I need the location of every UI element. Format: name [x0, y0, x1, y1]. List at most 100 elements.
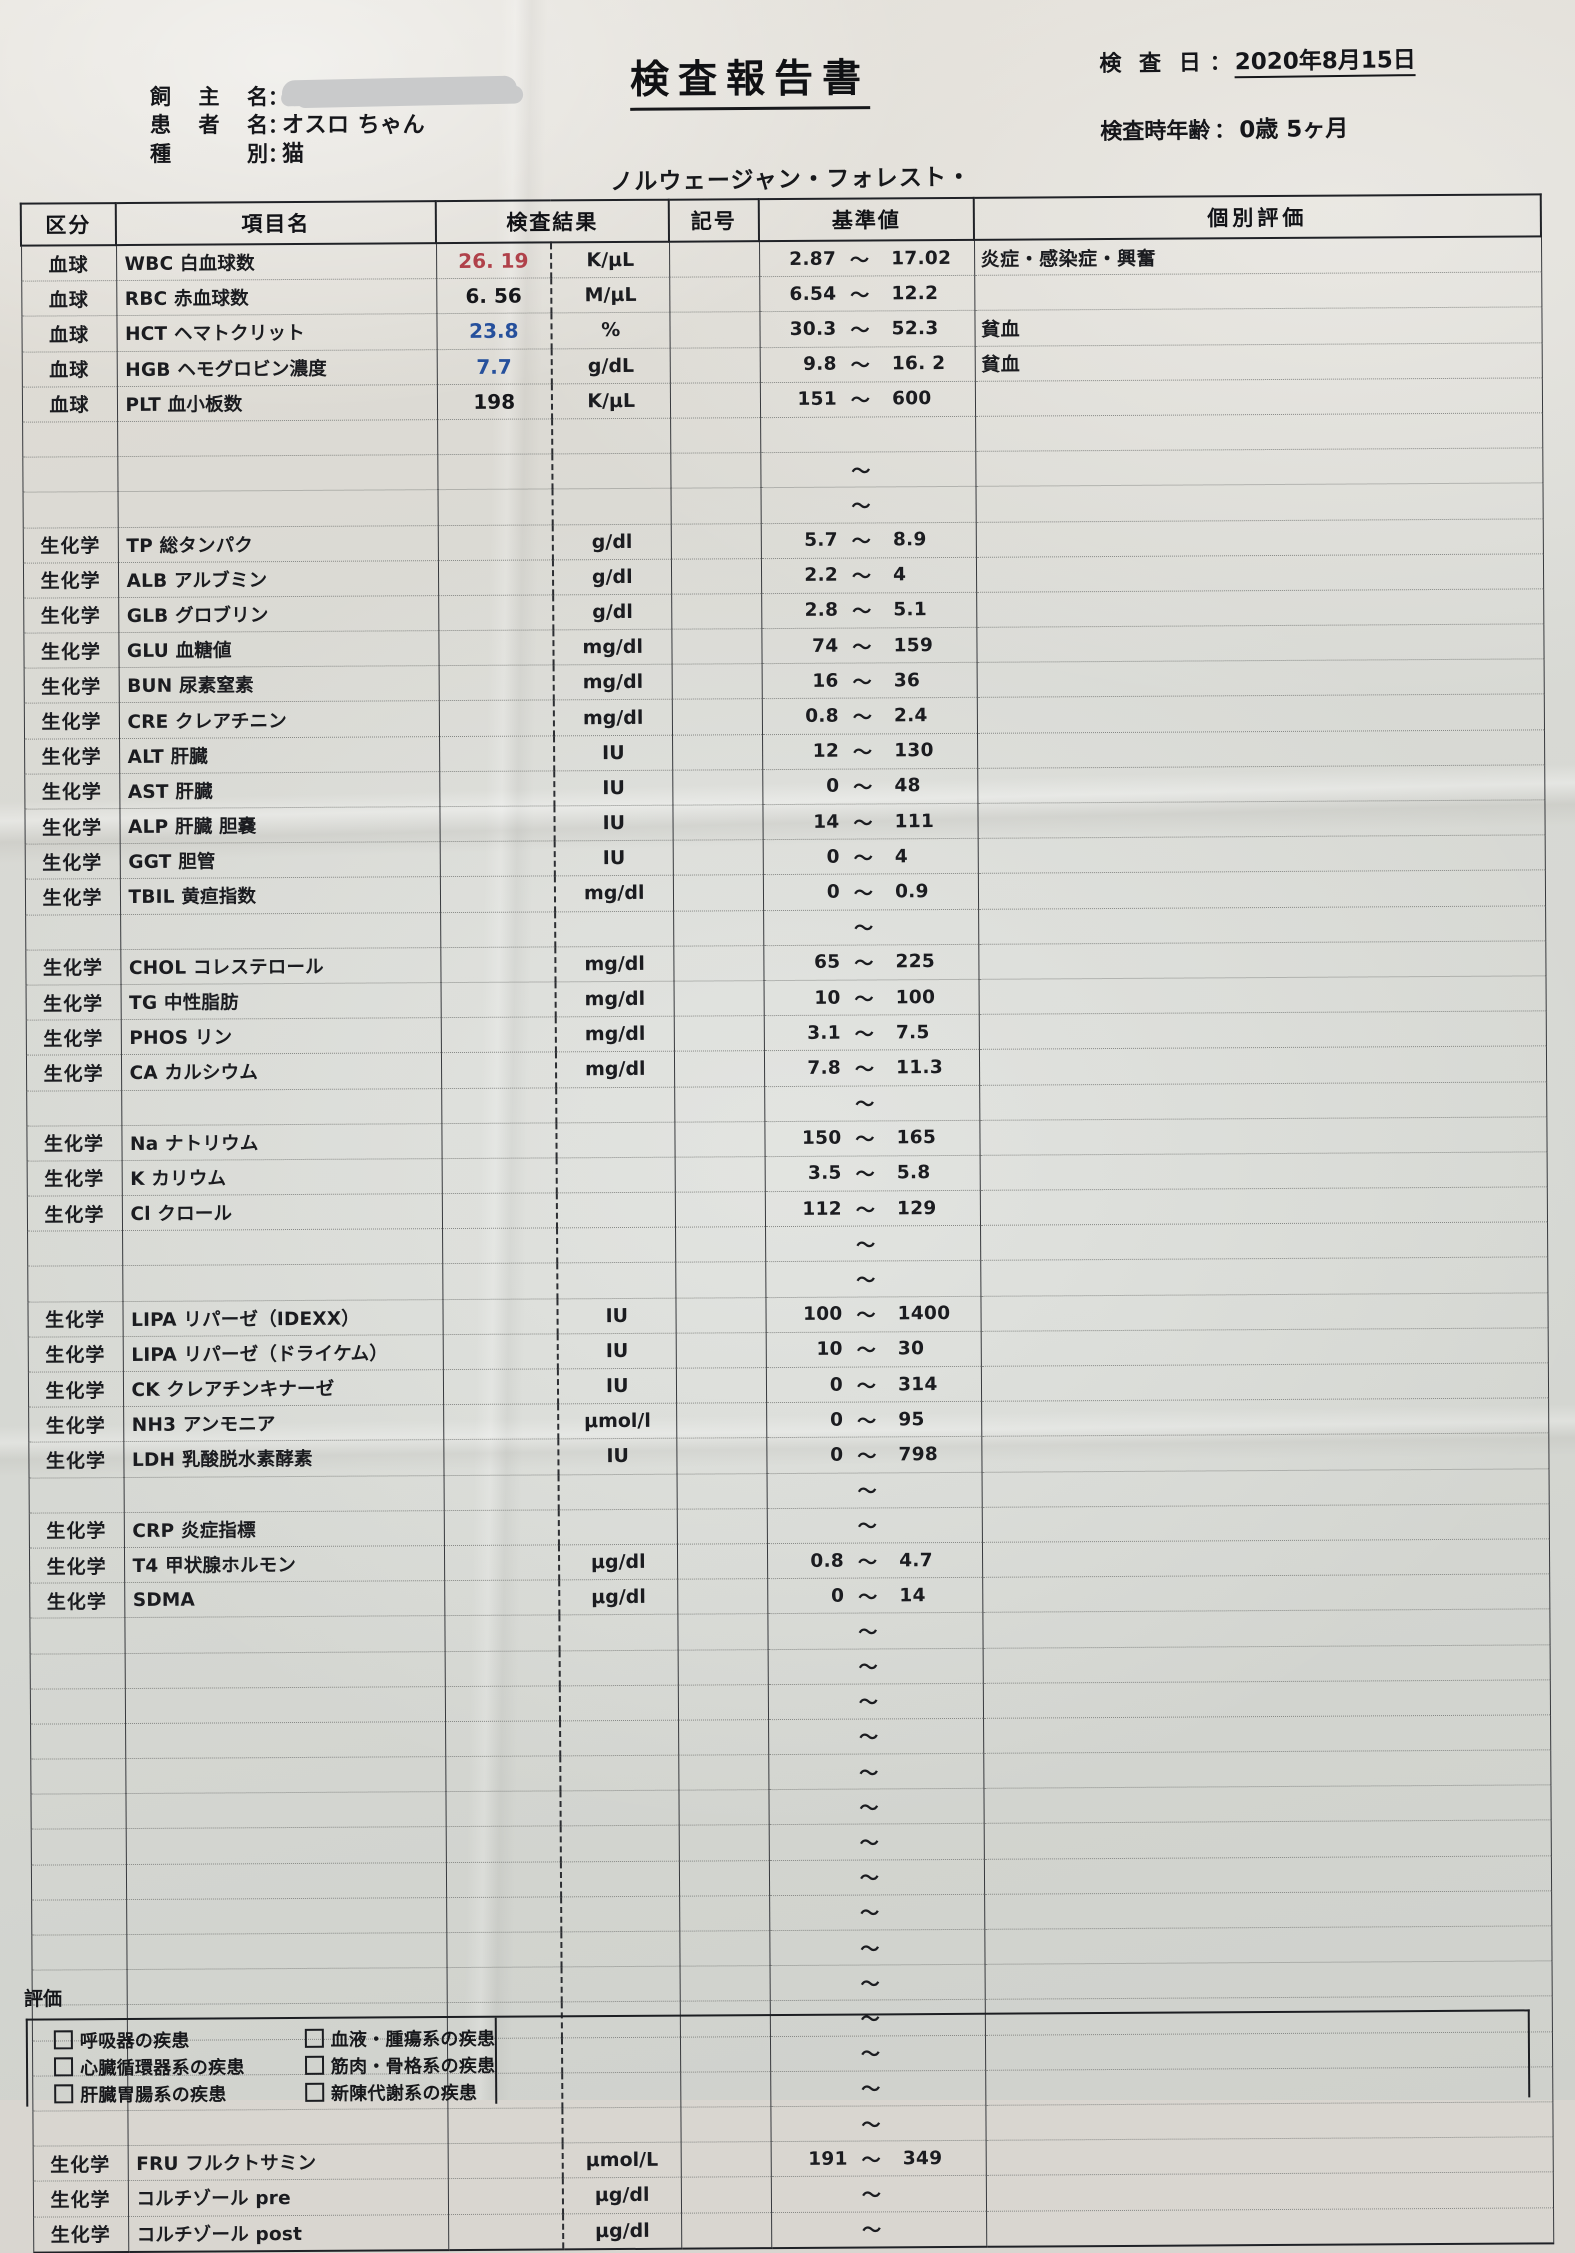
exam-info-block: 検 査 日 ： 2020年8月15日 検査時年齢 ： 0歳 5ヶ月 [1099, 40, 1417, 178]
cell-reference: 〜 [766, 1471, 982, 1509]
cell-reference: 〜 [768, 1858, 985, 1896]
cell-item [117, 419, 438, 457]
cell-division: 生化学 [27, 1301, 123, 1337]
evaluation-checkbox-label: 肝臓胃腸系の疾患 [80, 2083, 227, 2106]
cell-result-value [446, 1896, 562, 1933]
checkbox-icon[interactable] [53, 2030, 73, 2050]
cell-division: 生化学 [28, 1406, 124, 1443]
cell-reference: 5.7 〜 8.9 [760, 521, 976, 559]
cell-division [26, 1090, 122, 1126]
evaluation-checkbox-label: 呼吸器の疾患 [79, 2030, 190, 2052]
cell-symbol [678, 1754, 769, 1791]
cell-result-unit: mg/dl [554, 875, 674, 912]
cell-division [27, 1265, 123, 1302]
cell-item [122, 1228, 443, 1266]
cell-symbol [676, 1402, 767, 1439]
evaluation-checkbox-row[interactable]: 新陳代謝系の疾患 [304, 2078, 496, 2106]
checkbox-icon[interactable] [53, 2057, 74, 2077]
header-item: 項目名 [115, 201, 437, 246]
cell-reference: 〜 [767, 1647, 983, 1685]
paper-background [0, 0, 1575, 2100]
owner-name-row: 飼主名 ： [150, 75, 790, 109]
cell-evaluation [983, 1820, 1551, 1859]
cell-result-unit: mg/dl [553, 629, 672, 666]
exam-date-colon: ： [1209, 50, 1231, 75]
evaluation-checkbox-row[interactable]: 筋肉・骨格系の疾患 [304, 2051, 496, 2079]
cell-result-unit: mg/dl [553, 699, 673, 736]
cell-evaluation [982, 1609, 1550, 1648]
evaluation-checkbox-label: 筋肉・骨格系の疾患 [330, 2055, 496, 2078]
cell-result-unit [560, 1720, 679, 1756]
checkbox-icon[interactable] [304, 2028, 324, 2048]
cell-reference: 151 〜 600 [759, 381, 976, 418]
cell-result-unit: g/dl [553, 594, 672, 630]
cell-result-unit: IU [554, 734, 673, 771]
checkbox-icon[interactable] [304, 2055, 324, 2075]
cell-division: 生化学 [22, 527, 118, 563]
cell-result-unit: K/μL [551, 382, 671, 419]
cell-symbol [671, 628, 762, 665]
header-division: 区分 [20, 203, 117, 246]
cell-evaluation [985, 2172, 1554, 2211]
cell-division [30, 1793, 126, 1830]
cell-symbol [673, 980, 764, 1017]
cell-symbol [672, 875, 764, 911]
cell-item [124, 1651, 445, 1689]
evaluation-checkbox-row[interactable]: 心臓循環器系の疾患 [53, 2052, 245, 2080]
cell-symbol [669, 276, 760, 313]
cell-symbol [678, 1825, 769, 1861]
cell-reference: 100 〜 1400 [765, 1295, 981, 1333]
cell-reference: 3.5 〜 5.8 [764, 1155, 980, 1192]
cell-symbol [670, 558, 762, 595]
cell-item: LIPA リパーゼ（IDEXX） [122, 1299, 443, 1337]
cell-symbol [677, 1649, 768, 1685]
cell-item: ALP 肝臓 胆嚢 [119, 806, 440, 844]
patient-name-row: 患者名 ： オスロ ちゃん [150, 107, 790, 138]
cell-item: TBIL 黄疸指数 [119, 876, 441, 915]
cell-division [30, 1758, 126, 1795]
cell-evaluation [975, 553, 1544, 593]
cell-evaluation [981, 1468, 1549, 1508]
cell-result-unit [552, 453, 671, 490]
cell-symbol [678, 1719, 769, 1756]
evaluation-box: 呼吸器の疾患 心臓循環器系の疾患肝臓胃腸系の疾患 血液・腫瘍系の疾患筋肉・骨格系の… [25, 2009, 1531, 2107]
cell-division [32, 2110, 128, 2147]
evaluation-checkbox-row[interactable]: 呼吸器の疾患 [53, 2025, 245, 2053]
cell-symbol [669, 312, 760, 348]
cell-division: 生化学 [27, 1336, 123, 1373]
cell-result-value [447, 2178, 564, 2215]
cell-symbol [673, 945, 764, 982]
cell-item: GGT 胆管 [119, 841, 440, 879]
cell-result-unit: % [551, 312, 670, 349]
cell-evaluation [978, 1046, 1547, 1085]
cell-result-unit [560, 1755, 679, 1792]
cell-evaluation [979, 1151, 1547, 1191]
patient-name-value: オスロ ちゃん [282, 113, 426, 138]
cell-result-value [441, 1122, 557, 1159]
cell-symbol [671, 593, 762, 630]
cell-result-value [444, 1580, 560, 1616]
cell-result-value [441, 1192, 558, 1229]
cell-evaluation [981, 1503, 1549, 1543]
cell-reference: 0 〜 798 [766, 1436, 982, 1474]
cell-division: 生化学 [32, 2180, 129, 2217]
cell-division: 血球 [21, 245, 117, 282]
cell-division: 生化学 [25, 984, 121, 1021]
evaluation-checkbox-row[interactable]: 肝臓胃腸系の疾患 [54, 2079, 245, 2107]
cell-evaluation [976, 694, 1544, 733]
cell-result-unit: g/dL [551, 347, 670, 384]
cell-reference: 〜 [768, 1788, 984, 1826]
cell-result-unit: IU [554, 840, 673, 877]
evaluation-checkbox-row[interactable]: 血液・腫瘍系の疾患 [304, 2024, 495, 2052]
evaluation-checkbox-label: 新陳代謝系の疾患 [330, 2082, 478, 2105]
owner-colon: ： [268, 85, 288, 109]
cell-item [125, 1827, 446, 1865]
checkbox-icon[interactable] [304, 2082, 324, 2102]
cell-result-value [444, 1650, 560, 1687]
cell-item: コルチゾール post [128, 2214, 449, 2252]
cell-result-value [446, 1967, 562, 2003]
cell-result-value [443, 1439, 559, 1476]
checkbox-icon[interactable] [54, 2084, 74, 2104]
cell-result-unit [560, 1825, 679, 1862]
exam-age-value: 0歳 5ヶ月 [1239, 115, 1349, 144]
